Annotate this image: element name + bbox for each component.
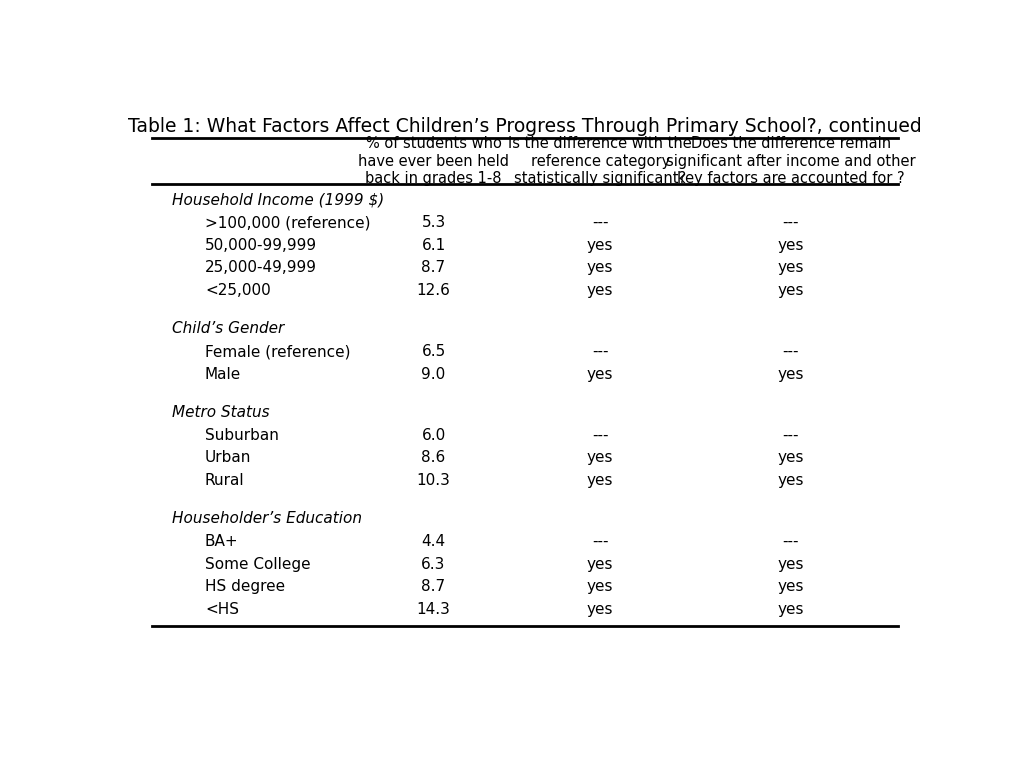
Text: yes: yes: [777, 557, 804, 571]
Text: yes: yes: [777, 579, 804, 594]
Text: yes: yes: [587, 237, 613, 253]
Text: Child’s Gender: Child’s Gender: [172, 321, 284, 336]
Text: Is the difference with the
reference category
statistically significant?: Is the difference with the reference cat…: [508, 136, 692, 186]
Text: Suburban: Suburban: [205, 428, 279, 442]
Text: ---: ---: [592, 428, 608, 442]
Text: BA+: BA+: [205, 534, 239, 549]
Text: yes: yes: [587, 283, 613, 298]
Text: ---: ---: [592, 215, 608, 230]
Text: 6.5: 6.5: [422, 344, 445, 359]
Text: yes: yes: [587, 450, 613, 465]
Text: 10.3: 10.3: [417, 473, 451, 488]
Text: yes: yes: [587, 473, 613, 488]
Text: yes: yes: [587, 557, 613, 571]
Text: yes: yes: [587, 602, 613, 617]
Text: 4.4: 4.4: [422, 534, 445, 549]
Text: yes: yes: [777, 450, 804, 465]
Text: yes: yes: [777, 260, 804, 275]
Text: Table 1: What Factors Affect Children’s Progress Through Primary School?, contin: Table 1: What Factors Affect Children’s …: [128, 117, 922, 136]
Text: Male: Male: [205, 366, 242, 382]
Text: 14.3: 14.3: [417, 602, 451, 617]
Text: % of students who
have ever been held
back in grades 1-8: % of students who have ever been held ba…: [358, 136, 509, 186]
Text: 8.7: 8.7: [422, 579, 445, 594]
Text: ---: ---: [782, 428, 799, 442]
Text: Householder’s Education: Householder’s Education: [172, 511, 361, 527]
Text: <25,000: <25,000: [205, 283, 270, 298]
Text: 12.6: 12.6: [417, 283, 451, 298]
Text: Does the difference remain
significant after income and other
key factors are ac: Does the difference remain significant a…: [666, 136, 915, 186]
Text: <HS: <HS: [205, 602, 239, 617]
Text: yes: yes: [777, 473, 804, 488]
Text: ---: ---: [782, 534, 799, 549]
Text: Urban: Urban: [205, 450, 251, 465]
Text: 5.3: 5.3: [422, 215, 445, 230]
Text: Metro Status: Metro Status: [172, 405, 269, 420]
Text: yes: yes: [587, 260, 613, 275]
Text: yes: yes: [777, 602, 804, 617]
Text: 6.3: 6.3: [421, 557, 445, 571]
Text: ---: ---: [592, 534, 608, 549]
Text: ---: ---: [782, 344, 799, 359]
Text: Rural: Rural: [205, 473, 245, 488]
Text: 6.0: 6.0: [422, 428, 445, 442]
Text: yes: yes: [587, 366, 613, 382]
Text: Some College: Some College: [205, 557, 310, 571]
Text: yes: yes: [587, 579, 613, 594]
Text: yes: yes: [777, 237, 804, 253]
Text: yes: yes: [777, 283, 804, 298]
Text: ---: ---: [782, 215, 799, 230]
Text: 6.1: 6.1: [422, 237, 445, 253]
Text: yes: yes: [777, 366, 804, 382]
Text: ---: ---: [592, 344, 608, 359]
Text: >100,000 (reference): >100,000 (reference): [205, 215, 371, 230]
Text: Household Income (1999 $): Household Income (1999 $): [172, 192, 384, 207]
Text: 50,000-99,999: 50,000-99,999: [205, 237, 317, 253]
Text: 8.7: 8.7: [422, 260, 445, 275]
Text: 9.0: 9.0: [422, 366, 445, 382]
Text: 25,000-49,999: 25,000-49,999: [205, 260, 317, 275]
Text: HS degree: HS degree: [205, 579, 285, 594]
Text: 8.6: 8.6: [422, 450, 445, 465]
Text: Female (reference): Female (reference): [205, 344, 350, 359]
